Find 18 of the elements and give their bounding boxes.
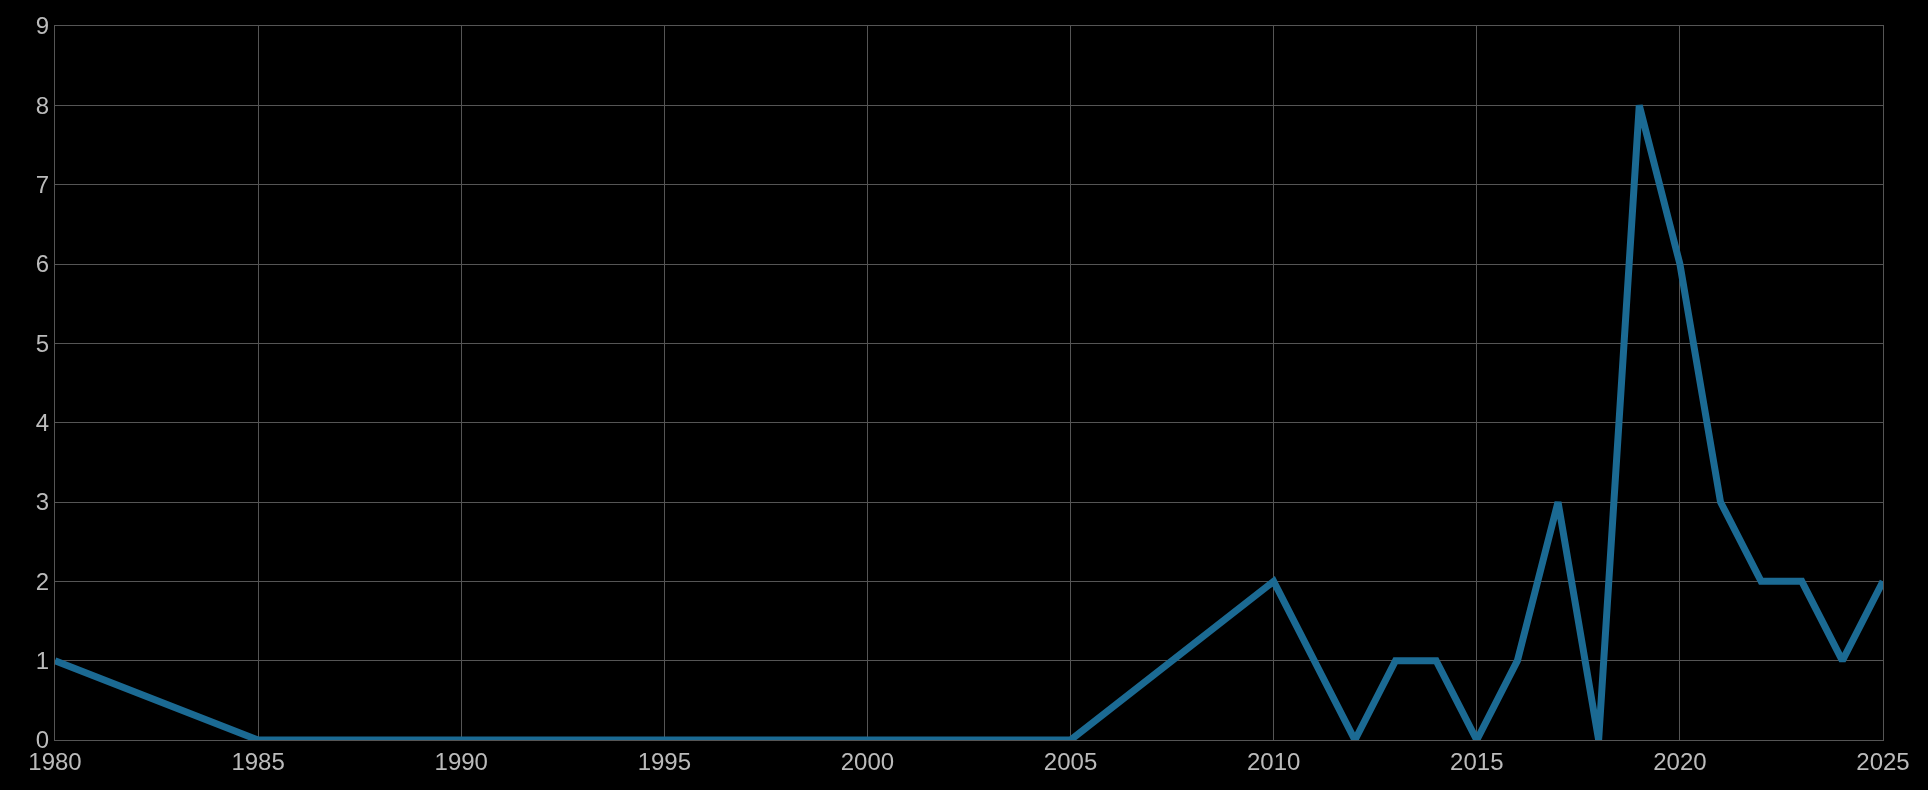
x-tick-label: 2020 [1653,747,1707,775]
y-tick-label: 6 [35,250,50,278]
x-tick-label: 1985 [231,747,285,775]
y-tick-label: 9 [35,12,50,40]
x-tick-label: 2000 [840,747,895,775]
x-tick-label: 2025 [1856,747,1910,775]
x-tick-label: 2010 [1246,747,1301,775]
y-tick-label: 3 [35,488,50,516]
x-tick-label: 1995 [637,747,692,775]
y-tick-label: 1 [35,647,50,675]
y-tick-label: 2 [35,567,50,595]
y-tick-label: 5 [35,329,50,357]
x-tick-label: 2015 [1450,747,1504,775]
x-tick-label: 2005 [1043,747,1098,775]
x-tick-label: 1990 [434,747,488,775]
y-tick-label: 7 [35,171,50,199]
y-tick-label: 4 [35,409,50,437]
y-tick-label: 8 [35,91,50,119]
